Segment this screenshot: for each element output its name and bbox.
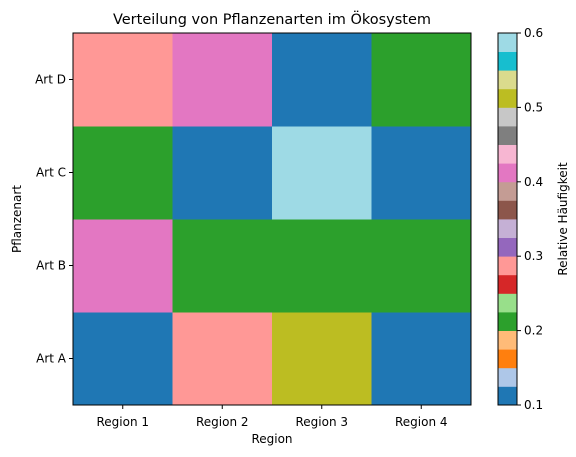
heatmap-cell (73, 126, 173, 220)
heatmap-cell (371, 219, 472, 313)
heatmap-cell (172, 126, 273, 220)
heatmap-cell (371, 312, 472, 406)
colorbar-segment (498, 126, 517, 145)
colorbar-frame (497, 32, 518, 406)
colorbar-label: Relative Häufigkeit (556, 162, 570, 276)
x-axis-ticks: Region 1 Region 2 Region 3 Region 4 (96, 405, 448, 429)
colorbar-segment (498, 51, 517, 71)
heatmap-cell (272, 312, 372, 406)
y-tick-label: Art A (36, 352, 67, 366)
heatmap-cells (73, 33, 472, 406)
chart-title: Verteilung von Pflanzenarten im Ökosyste… (113, 10, 431, 28)
y-tick-label: Art B (36, 259, 66, 273)
colorbar-segment (498, 237, 517, 257)
x-tick-label: Region 3 (295, 415, 348, 429)
heatmap-cell (172, 219, 273, 313)
heatmap-cell (73, 312, 173, 406)
heatmap-cell (371, 33, 472, 127)
colorbar-segment (498, 349, 517, 369)
x-tick-label: Region 1 (96, 415, 149, 429)
y-tick-label: Art C (36, 166, 66, 180)
y-axis-label: Pflanzenart (10, 185, 24, 253)
colorbar-tick-label: 0.1 (524, 398, 543, 412)
heatmap-cell (272, 126, 372, 220)
colorbar-segment (498, 88, 517, 108)
heatmap-cell (172, 33, 273, 127)
x-tick-label: Region 2 (196, 415, 249, 429)
heatmap-cell (371, 126, 472, 220)
colorbar-tick-label: 0.4 (524, 175, 543, 189)
heatmap-cell (172, 312, 273, 406)
heatmap-cell (73, 219, 173, 313)
colorbar-ticks: 0.1 0.2 0.3 0.4 0.5 0.6 (517, 26, 543, 412)
x-axis-label: Region (251, 432, 292, 446)
colorbar-segment (498, 200, 517, 220)
colorbar (498, 33, 517, 406)
x-tick-label: Region 4 (395, 415, 448, 429)
heatmap-cell (73, 33, 173, 127)
colorbar-segment (498, 274, 517, 294)
colorbar-segment (498, 293, 517, 313)
colorbar-segment (498, 181, 517, 201)
colorbar-segment (498, 256, 517, 276)
colorbar-tick-label: 0.5 (524, 100, 543, 114)
colorbar-segment (498, 163, 517, 183)
colorbar-segment (498, 386, 517, 406)
y-tick-label: Art D (35, 73, 66, 87)
colorbar-tick-label: 0.3 (524, 249, 543, 263)
heatmap-cell (272, 219, 372, 313)
colorbar-segment (498, 70, 517, 90)
colorbar-segment (498, 312, 517, 331)
plot-frame (72, 32, 472, 406)
colorbar-segment (498, 367, 517, 387)
colorbar-segment (498, 107, 517, 127)
colorbar-segment (498, 33, 517, 52)
colorbar-segment (498, 144, 517, 164)
heatmap-cell (272, 33, 372, 127)
colorbar-tick-label: 0.6 (524, 26, 543, 40)
y-axis-ticks: Art A Art B Art C Art D (35, 73, 73, 366)
colorbar-tick-label: 0.2 (524, 324, 543, 338)
colorbar-segment (498, 330, 517, 350)
colorbar-segment (498, 219, 517, 238)
